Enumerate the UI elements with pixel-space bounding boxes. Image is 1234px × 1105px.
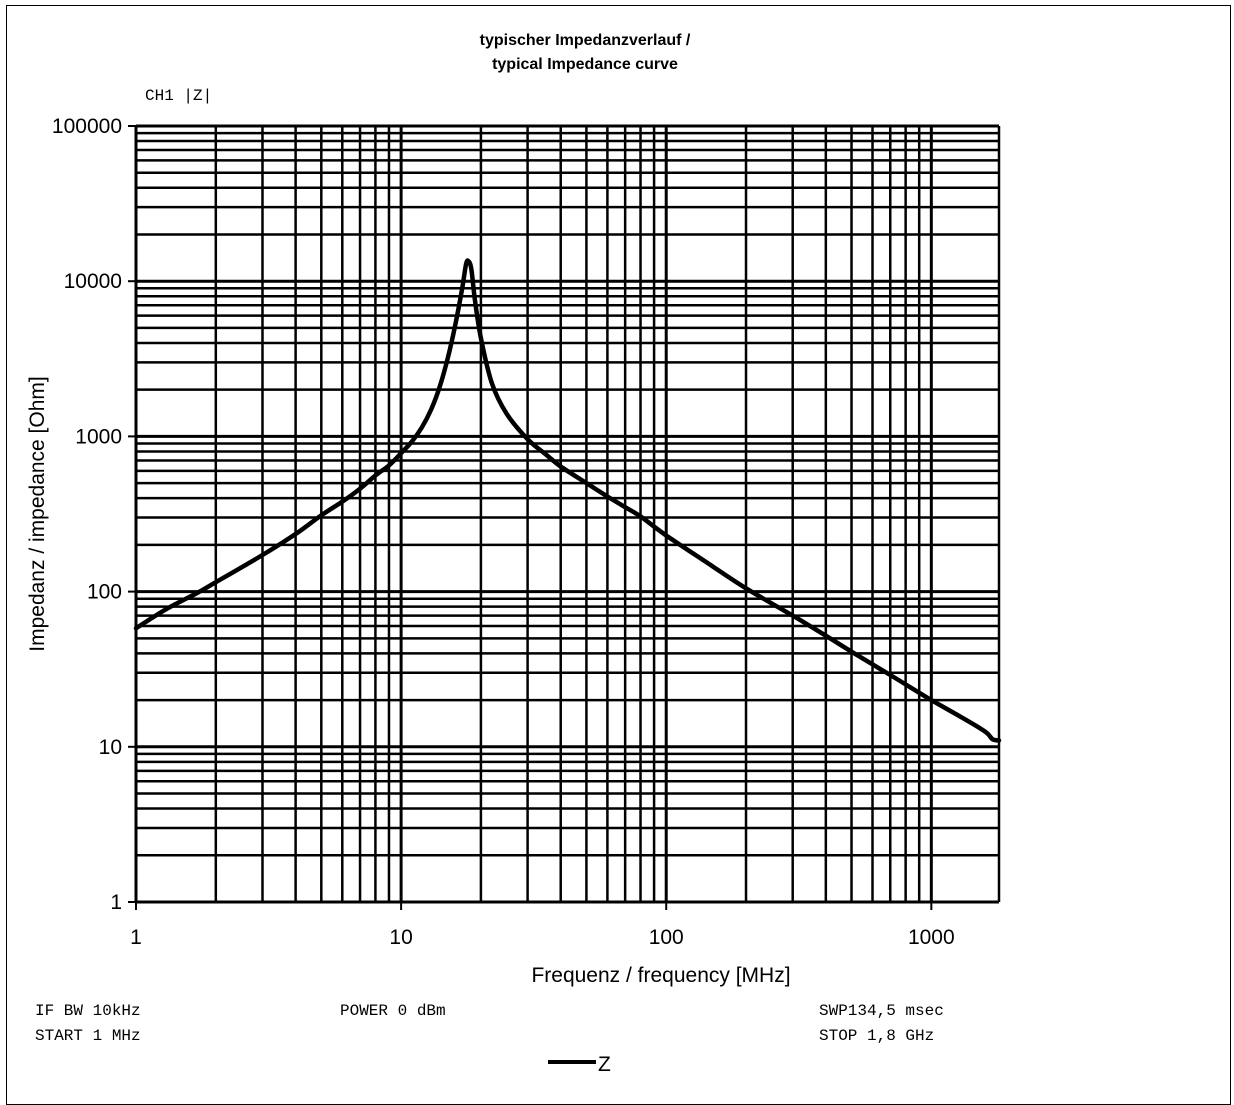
y-axis-label: Impedanz / impedance [Ohm] — [26, 376, 49, 651]
footer-start: START 1 MHz — [35, 1027, 141, 1045]
channel-label: CH1 |Z| — [145, 87, 212, 105]
x-tick-label: 1 — [130, 926, 142, 949]
y-tick-label: 1000 — [75, 425, 122, 448]
y-tick-label: 1 — [110, 891, 122, 914]
x-tick-label: 1000 — [908, 926, 955, 949]
series-line-z — [133, 258, 1002, 743]
footer-sweep: SWP134,5 msec — [819, 1002, 944, 1020]
footer-stop: STOP 1,8 GHz — [819, 1027, 934, 1045]
y-tick-label: 100 — [87, 581, 122, 604]
legend-label-z: Z — [598, 1053, 611, 1076]
chart-subtitle: typical Impedance curve — [492, 56, 678, 73]
footer-power: POWER 0 dBm — [340, 1002, 446, 1020]
y-tick-label: 10 — [99, 736, 122, 759]
x-axis-label: Frequenz / frequency [MHz] — [531, 964, 790, 987]
footer-if-bw: IF BW 10kHz — [35, 1002, 141, 1020]
chart-title: typischer Impedanzverlauf / — [480, 32, 691, 49]
y-tick-label: 100000 — [52, 115, 122, 138]
grid — [134, 124, 1001, 904]
x-tick-label: 100 — [649, 926, 684, 949]
plot-area — [133, 258, 1002, 743]
x-tick-label: 10 — [389, 926, 412, 949]
y-tick-label: 10000 — [64, 270, 122, 293]
axis-ticks: 1 10 100 1000 1 10 100 1000 10000 100000 — [52, 115, 955, 949]
